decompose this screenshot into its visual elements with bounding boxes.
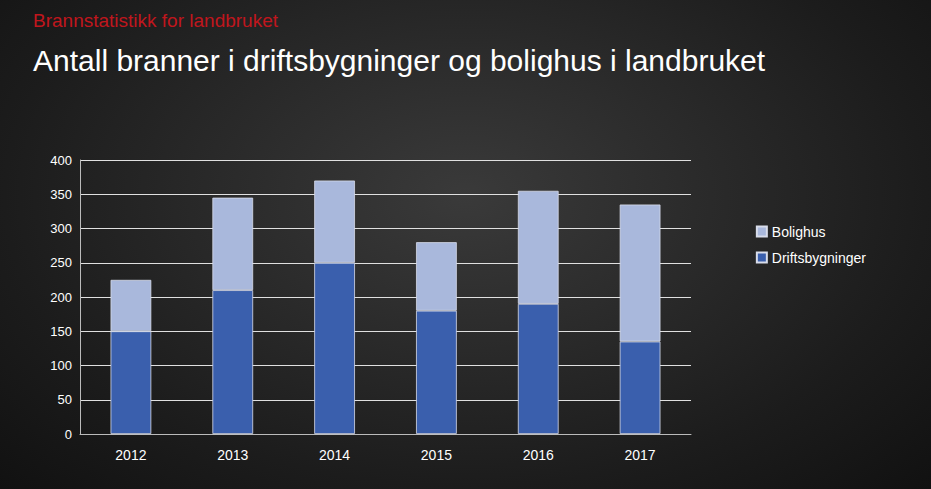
svg-text:2015: 2015 — [421, 447, 452, 463]
svg-text:2016: 2016 — [523, 447, 554, 463]
svg-text:2014: 2014 — [319, 447, 350, 463]
svg-text:0: 0 — [65, 427, 72, 442]
svg-text:Antall branner i driftsbygning: Antall branner i driftsbygninger og boli… — [33, 44, 766, 77]
svg-text:150: 150 — [50, 324, 72, 339]
svg-text:100: 100 — [50, 358, 72, 373]
svg-text:50: 50 — [58, 392, 72, 407]
svg-text:400: 400 — [50, 153, 72, 168]
svg-text:300: 300 — [50, 221, 72, 236]
svg-text:250: 250 — [50, 255, 72, 270]
svg-text:2013: 2013 — [217, 447, 248, 463]
svg-text:Driftsbygninger: Driftsbygninger — [772, 250, 866, 266]
svg-text:2012: 2012 — [115, 447, 146, 463]
svg-text:350: 350 — [50, 187, 72, 202]
svg-text:Bolighus: Bolighus — [772, 224, 826, 240]
svg-text:200: 200 — [50, 290, 72, 305]
svg-text:Brannstatistikk for landbruket: Brannstatistikk for landbruket — [33, 10, 279, 31]
svg-text:2017: 2017 — [625, 447, 656, 463]
